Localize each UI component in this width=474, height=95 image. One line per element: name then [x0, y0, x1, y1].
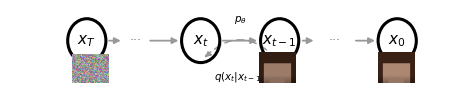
Text: $x_T$: $x_T$ [78, 33, 96, 49]
FancyArrowPatch shape [206, 40, 276, 58]
Text: $q(x_t|x_{t-1})$: $q(x_t|x_{t-1})$ [214, 70, 265, 84]
Text: ···: ··· [129, 34, 141, 47]
Text: $x_{t-1}$: $x_{t-1}$ [263, 33, 297, 49]
Text: ···: ··· [329, 34, 341, 47]
Text: $p_\theta$: $p_\theta$ [234, 14, 246, 26]
Text: $x_0$: $x_0$ [388, 33, 406, 49]
Text: $x_t$: $x_t$ [193, 33, 209, 49]
